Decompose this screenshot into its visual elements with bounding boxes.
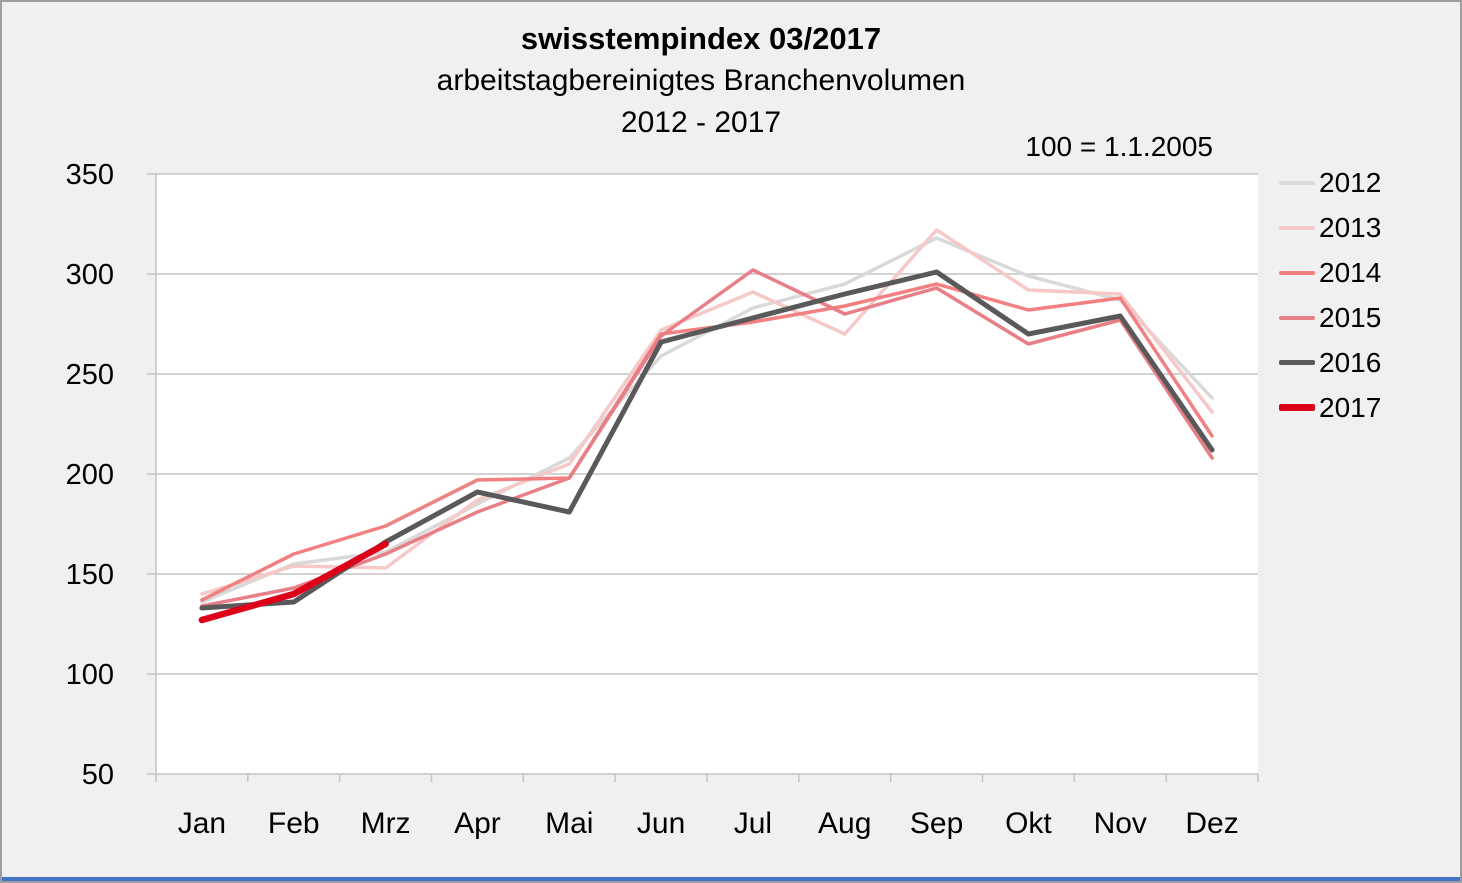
legend-swatch-2014 [1279,270,1315,275]
y-axis-label-150: 150 [66,559,114,591]
legend-label-2016: 2016 [1319,346,1382,378]
legend-label-2013: 2013 [1319,211,1382,243]
x-axis-label-Mai: Mai [545,807,593,840]
x-axis-label-Okt: Okt [1005,807,1052,840]
chart-subtitle: arbeitstagbereinigtes Branchenvolumen [436,64,966,97]
y-axis-label-100: 100 [66,659,114,691]
y-axis-label-300: 300 [66,259,114,291]
y-axis-label-200: 200 [66,459,114,491]
legend-swatch-2017 [1279,404,1315,411]
bottom-accent-bar [2,877,1460,881]
chart-title: swisstempindex 03/2017 [520,21,882,56]
y-axis-label-50: 50 [82,759,114,791]
series-line-2017 [198,540,389,624]
x-axis-label-Apr: Apr [454,807,501,840]
legend-item-2013: 2013 [1279,205,1449,250]
legend-item-2017: 2017 [1279,385,1449,430]
series-line-2013 [200,228,1214,596]
legend-label-2012: 2012 [1319,166,1382,198]
legend-label-2015: 2015 [1319,301,1382,333]
y-axis-label-250: 250 [66,359,114,391]
legend-label-2017: 2017 [1319,391,1382,423]
chart-legend: 2012 2013 2014 2015 2016 2017 [1279,160,1449,430]
x-axis-label-Sep: Sep [910,807,963,840]
y-axis-label-350: 350 [66,159,114,191]
legend-label-2014: 2014 [1319,256,1382,288]
legend-swatch-2016 [1279,360,1315,365]
legend-swatch-2015 [1279,315,1315,320]
x-axis-label-Mrz: Mrz [361,807,411,840]
legend-swatch-2013 [1279,225,1315,230]
legend-item-2012: 2012 [1279,160,1449,205]
legend-item-2015: 2015 [1279,295,1449,340]
index-base-note: 100 = 1.1.2005 [1025,131,1213,162]
x-axis-label-Aug: Aug [818,807,871,840]
x-axis-label-Jun: Jun [637,807,685,840]
x-axis-label-Dez: Dez [1185,807,1238,840]
chart-title-block: swisstempindex 03/2017 arbeitstagbereini… [2,18,1400,144]
legend-item-2016: 2016 [1279,340,1449,385]
legend-swatch-2012 [1279,180,1315,185]
x-axis-label-Nov: Nov [1094,807,1147,840]
x-axis-label-Feb: Feb [268,807,320,840]
legend-item-2014: 2014 [1279,250,1449,295]
x-axis-label-Jul: Jul [734,807,772,840]
chart-period: 2012 - 2017 [620,106,782,139]
x-axis-label-Jan: Jan [178,807,226,840]
series-line-2015 [200,268,1214,608]
